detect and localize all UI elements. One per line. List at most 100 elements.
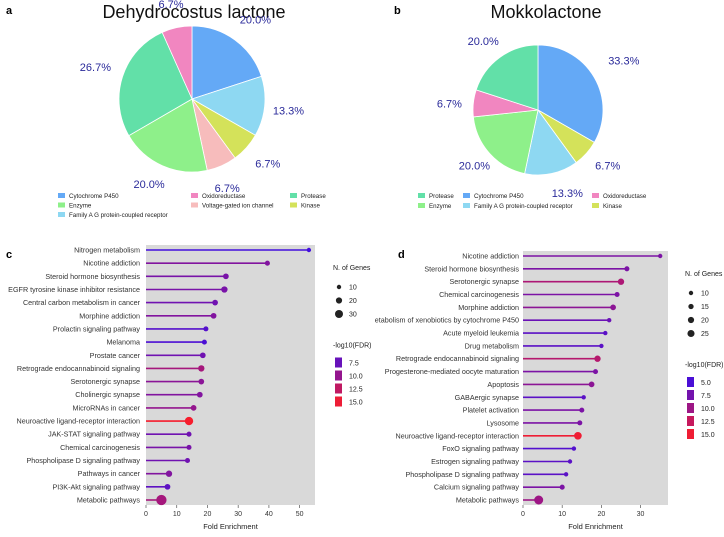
legend-label-family-a-g-protein-coupled-receptor: Family A G protein-coupled receptor [474, 203, 573, 210]
pie-percent-label: 20.0% [459, 161, 490, 173]
chart-a-title: Dehydrocostus lactone [102, 2, 285, 22]
panel-label-c: c [6, 249, 12, 261]
pie-percent-label: 33.3% [608, 55, 639, 67]
pie-percent-label: 6.7% [595, 161, 620, 173]
size-legend-dot [336, 284, 342, 290]
category-label: FoxO signaling pathway [442, 444, 519, 453]
lollipop-dot [196, 391, 203, 398]
category-label: Retrograde endocannabinoid signaling [17, 364, 140, 373]
color-legend-label: 15.0 [349, 400, 363, 407]
lollipop-dot [563, 472, 569, 477]
color-legend-label: 10.0 [349, 374, 363, 381]
legend-swatch-enzyme [418, 203, 425, 208]
category-label: EGFR tyrosine kinase inhibitor resistanc… [8, 285, 140, 294]
category-label: Progesterone-mediated oocyte maturation [385, 367, 519, 376]
lollipop-dot [212, 299, 218, 306]
pie-percent-label: 6.7% [158, 0, 183, 11]
legend-swatch-voltage-gated-ion-channel [191, 202, 198, 208]
category-label: Steroid hormone biosynthesis [424, 264, 519, 273]
size-legend-dot [688, 303, 694, 310]
category-label: Serotonergic synapse [449, 277, 519, 286]
lollipop-dot [603, 330, 608, 336]
x-axis-label: Fold Enrichment [568, 522, 624, 531]
panel-label-b: b [394, 5, 401, 17]
category-label: Drug metabolism [465, 341, 519, 350]
x-tick-label: 0 [144, 511, 148, 518]
category-label: Chemical carcinogenesis [60, 443, 140, 452]
lollipop-dot [534, 495, 544, 505]
legend-swatch-cytochrome-p450 [58, 193, 65, 198]
size-legend-label: 20 [349, 298, 357, 305]
lollipop-dot [577, 420, 583, 426]
category-label: Calcium signaling pathway [434, 483, 520, 492]
lollipop-dot [588, 381, 595, 388]
size-legend-label: 20 [701, 318, 709, 325]
color-legend-label: 7.5 [349, 361, 359, 368]
lollipop-dot [190, 405, 197, 411]
lollipop-chart-c: Nitrogen metabolism Nicotine addiction Ste… [8, 245, 372, 531]
legend-swatch-protease [290, 193, 297, 198]
size-legend-label: 25 [701, 331, 709, 338]
panel-label-a: a [6, 5, 13, 17]
lollipop-dot [567, 459, 573, 464]
x-tick-label: 50 [296, 511, 304, 518]
lollipop-dot [201, 339, 207, 345]
legend-label-oxidoreductase: Oxidoreductase [603, 193, 647, 200]
legend-label-kinase: Kinase [603, 203, 622, 210]
size-legend-dot [687, 329, 695, 338]
plot-background [146, 245, 315, 505]
lollipop-dot [221, 286, 228, 293]
color-legend-label: 12.5 [701, 419, 715, 426]
pie-percent-label: 6.7% [255, 159, 280, 171]
lollipop-dot [579, 407, 585, 413]
legend-swatch-enzyme [58, 202, 65, 208]
x-tick-label: 40 [265, 511, 273, 518]
pie-percent-label: 20.0% [133, 179, 164, 191]
color-legend-title: -log10(FDR) [333, 343, 372, 350]
category-label: PI3K-Akt signaling pathway [53, 482, 141, 491]
size-legend-label: 30 [349, 312, 357, 319]
lollipop-dot [617, 278, 625, 285]
x-tick-label: 30 [637, 511, 645, 518]
x-tick-label: 0 [521, 511, 525, 518]
legend-label-cytochrome-p450: Cytochrome P450 [474, 193, 524, 200]
size-legend-dot [688, 290, 694, 296]
size-legend-dot [335, 310, 343, 318]
color-legend-swatch [687, 416, 694, 426]
lollipop-dot [559, 484, 565, 490]
category-label: Estrogen signaling pathway [431, 457, 519, 466]
color-legend-swatch [335, 370, 342, 381]
category-label: Morphine addiction [458, 303, 519, 312]
category-label: Chemical carcinogenesis [439, 290, 519, 299]
category-label: Neuroactive ligand-receptor interaction [17, 417, 140, 426]
legend-label-voltage-gated-ion-channel: Voltage-gated ion channel [202, 203, 274, 210]
pie-percent-label: 6.7% [437, 98, 462, 110]
category-label: etabolism of xenobiotics by cytochrome P… [375, 316, 519, 325]
color-legend-label: 7.5 [701, 393, 711, 400]
size-legend-dot [687, 316, 695, 324]
pie-percent-label: 26.7% [80, 62, 111, 74]
size-legend-title: N. of Genes [333, 265, 371, 272]
category-label: Nicotine addiction [462, 252, 519, 261]
color-legend-label: 12.5 [349, 387, 363, 394]
color-legend-swatch [687, 390, 694, 400]
pie-slice-cytochrome-p450 [191, 25, 262, 100]
category-label: Cholinergic synapse [75, 390, 140, 399]
category-label: Metabolic pathways [77, 496, 141, 505]
pie-slice-family-a-g-protein-coupled-receptor [524, 109, 577, 176]
size-legend-label: 10 [701, 291, 709, 298]
category-label: Retrograde endocannabinoid signaling [396, 354, 519, 363]
color-legend-label: 15.0 [701, 432, 715, 439]
pie-percent-label: 13.3% [273, 105, 304, 117]
plot-background [523, 251, 668, 505]
lollipop-dot [184, 416, 194, 426]
lollipop-dot [624, 266, 630, 272]
lollipop-dot [306, 247, 312, 253]
size-legend-dot [335, 297, 343, 304]
x-tick-label: 20 [204, 511, 212, 518]
color-legend-label: 10.0 [701, 406, 715, 413]
lollipop-dot [203, 326, 209, 332]
category-label: Acute myeloid leukemia [443, 329, 519, 338]
lollipop-chart-d: Nicotine addiction Steroid hormone biosyn… [375, 251, 724, 531]
size-legend-title: N. of Genes [685, 271, 723, 278]
